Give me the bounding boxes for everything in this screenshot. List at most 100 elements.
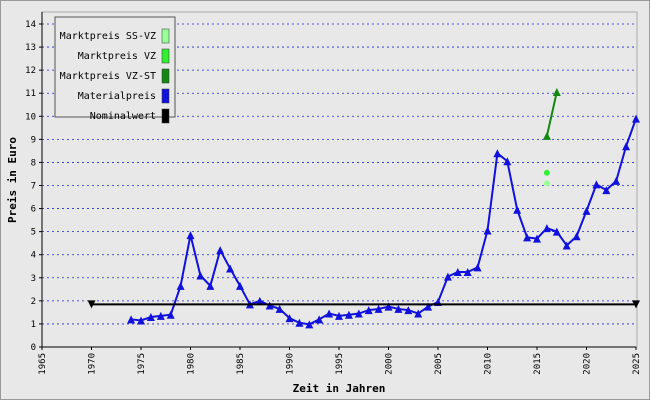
y-tick-label: 9	[31, 135, 36, 145]
point	[443, 272, 452, 281]
y-tick-label: 14	[25, 20, 36, 30]
point	[533, 234, 541, 243]
x-tick-label: 1970	[88, 353, 98, 375]
legend-label: Marktpreis VZ-ST	[60, 71, 156, 82]
point	[463, 268, 472, 277]
point	[275, 304, 284, 313]
point	[602, 186, 611, 195]
point	[414, 309, 423, 318]
y-tick-label: 2	[31, 297, 36, 307]
x-tick-label: 2015	[533, 353, 543, 375]
point	[572, 232, 581, 241]
point	[335, 311, 343, 320]
point	[374, 304, 383, 313]
point	[394, 304, 403, 313]
point	[166, 310, 175, 319]
point	[285, 314, 294, 323]
point	[473, 263, 482, 272]
point	[404, 306, 413, 315]
y-axis-title: Preis in Euro	[6, 137, 19, 223]
point	[592, 180, 601, 189]
legend-box	[54, 16, 176, 118]
point	[582, 206, 591, 215]
series-line	[130, 118, 637, 326]
point	[552, 227, 561, 236]
point	[156, 311, 165, 320]
point	[632, 114, 640, 123]
x-tick-label: 2010	[484, 353, 494, 375]
x-tick-label: 2000	[385, 353, 395, 375]
point	[493, 149, 502, 158]
legend-swatch	[161, 48, 170, 64]
y-tick-label: 3	[31, 274, 36, 284]
point	[632, 300, 640, 309]
y-tick-label: 4	[31, 251, 36, 261]
y-tick-label: 0	[31, 343, 36, 353]
point	[483, 226, 492, 235]
x-tick-label: 2005	[434, 353, 444, 375]
point	[523, 233, 532, 242]
point	[513, 205, 522, 214]
point	[424, 302, 433, 311]
y-tick-label: 10	[25, 112, 36, 122]
x-axis-title: Zeit in Jahren	[293, 382, 386, 395]
legend-swatch	[161, 108, 170, 124]
point	[186, 231, 195, 240]
point	[206, 281, 215, 290]
legend-swatch	[161, 88, 170, 104]
point	[364, 306, 373, 315]
point	[542, 224, 551, 233]
point	[265, 301, 274, 310]
point	[612, 176, 621, 185]
y-tick-label: 6	[31, 205, 36, 215]
x-tick-label: 2025	[632, 353, 642, 375]
point	[543, 180, 550, 187]
point	[137, 316, 145, 325]
x-tick-label: 1990	[286, 353, 296, 375]
point	[295, 318, 304, 327]
point	[542, 131, 551, 140]
point	[216, 246, 225, 255]
y-tick-label: 13	[25, 43, 36, 53]
point	[315, 315, 324, 324]
y-tick-label: 8	[31, 158, 36, 168]
y-tick-label: 12	[25, 66, 36, 76]
point	[384, 302, 393, 311]
point	[453, 268, 462, 277]
point	[196, 271, 205, 280]
point	[236, 281, 244, 290]
y-tick-label: 1	[31, 320, 36, 330]
point	[255, 296, 264, 305]
point	[354, 309, 363, 318]
x-tick-label: 1975	[137, 353, 147, 375]
point	[146, 313, 155, 322]
x-tick-label: 2020	[583, 353, 593, 375]
point	[543, 169, 550, 176]
point	[176, 281, 185, 290]
point	[127, 315, 136, 324]
legend-label: Materialpreis	[78, 91, 156, 102]
x-tick-label: 1980	[187, 353, 197, 375]
series-line	[545, 91, 558, 137]
point	[87, 300, 96, 309]
y-tick-label: 11	[25, 89, 36, 99]
point	[552, 88, 561, 97]
legend-label: Nominalwert	[90, 111, 156, 122]
point	[562, 241, 571, 250]
point	[305, 320, 314, 329]
y-tick-label: 5	[31, 228, 36, 238]
legend-label: Marktpreis VZ	[78, 51, 156, 62]
legend-label: Marktpreis SS-VZ	[60, 31, 156, 42]
point	[325, 309, 334, 318]
point	[622, 142, 631, 151]
point	[503, 157, 512, 166]
x-tick-label: 1965	[38, 353, 48, 375]
legend-swatch	[161, 68, 170, 84]
point	[344, 310, 353, 319]
y-tick-label: 7	[31, 182, 36, 192]
point	[226, 264, 235, 273]
x-tick-label: 1985	[236, 353, 246, 375]
legend-swatch	[161, 28, 170, 44]
x-tick-label: 1995	[335, 353, 345, 375]
